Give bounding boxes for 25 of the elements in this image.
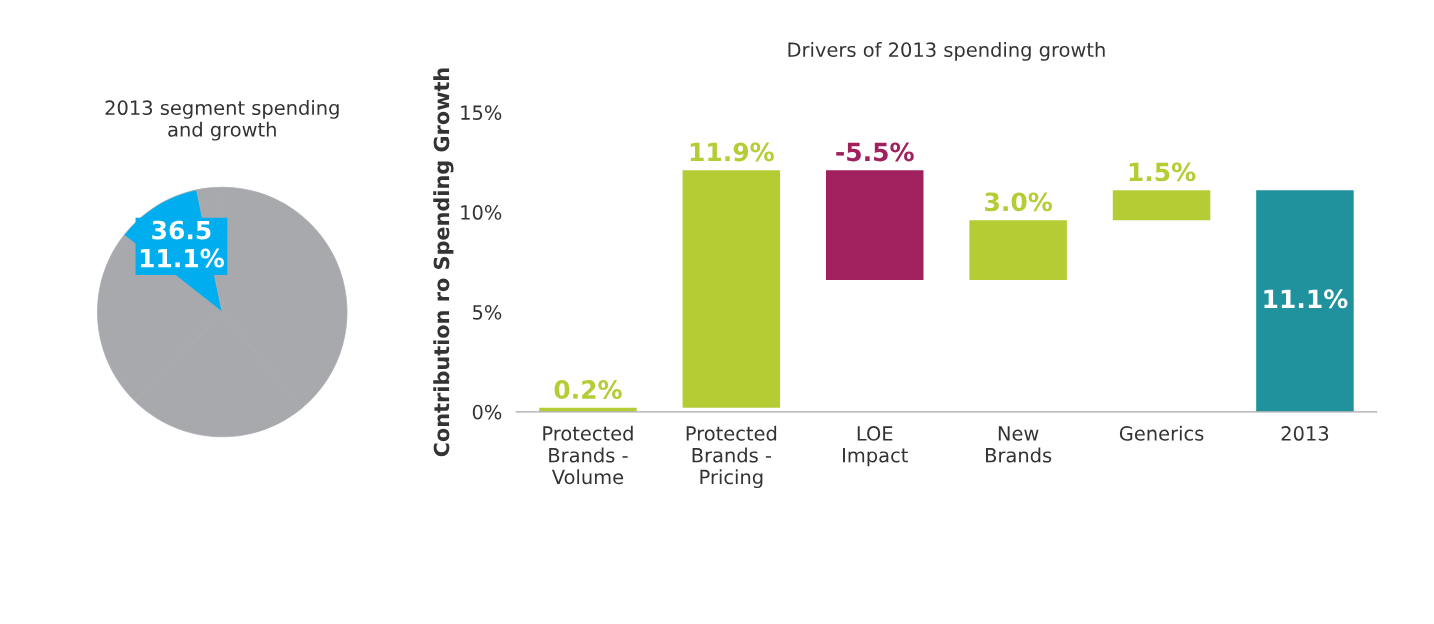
x-tick-label: Protected Brands - Volume [543, 425, 633, 485]
data-label: 3.0% [985, 192, 1053, 212]
bar [825, 170, 924, 281]
x-tick-label: Generics [1119, 425, 1204, 441]
x-tick-label: LOE Impact [843, 426, 908, 467]
chart-title: Drivers of 2013 spending growth [788, 41, 1105, 61]
bar [1256, 190, 1354, 412]
data-label: 0.2% [554, 380, 622, 400]
data-label: 11.1% [1264, 289, 1348, 309]
y-tick-label: 5% [473, 304, 502, 320]
x-tick-label: 2013 [1281, 426, 1329, 441]
y-tick-label: 15% [461, 105, 502, 120]
bar [1112, 190, 1211, 221]
y-tick-label: 10% [461, 205, 502, 220]
x-tick-label: Protected Brands - Pricing [686, 425, 777, 489]
data-label: 36.5 11.1% [140, 220, 224, 268]
bar [682, 170, 781, 408]
chart-title: 2013 segment spending and growth [105, 100, 339, 141]
x-tick-label: New Brands [986, 426, 1052, 463]
data-label: 1.5% [1129, 162, 1196, 182]
bar [969, 220, 1067, 281]
data-label: 11.9% [690, 142, 774, 162]
y-axis-title: Contribution ro Spending Growth [433, 68, 454, 457]
data-label: -5.5% [836, 142, 914, 162]
y-tick-label: 0% [472, 404, 502, 420]
